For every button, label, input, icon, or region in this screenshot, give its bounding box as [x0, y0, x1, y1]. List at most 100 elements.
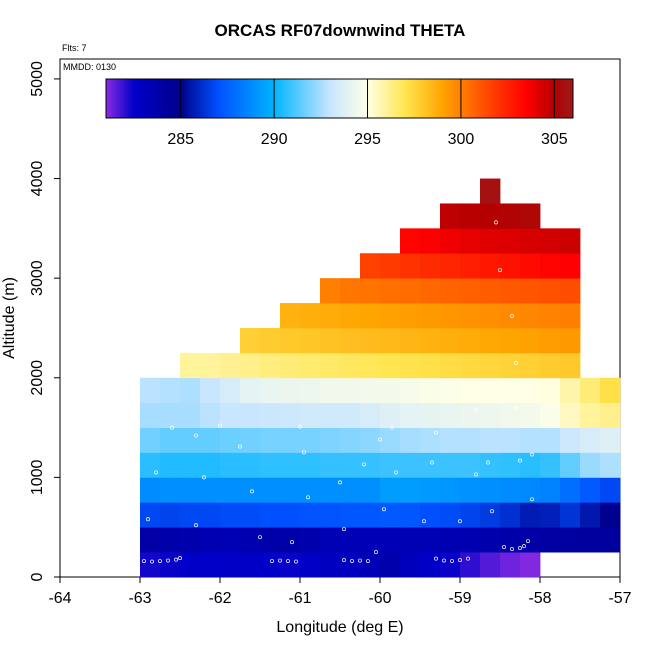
y-tick-label: 5000 [29, 61, 46, 97]
y-tick-label: 1000 [29, 459, 46, 495]
heatmap-cell [520, 278, 541, 304]
x-tick-label: -61 [288, 590, 311, 607]
heatmap-cell [420, 303, 441, 329]
heatmap-cell [340, 327, 361, 354]
heatmap-cell [460, 303, 481, 329]
heatmap-cell [200, 377, 221, 404]
heatmap-cell [520, 352, 541, 379]
heatmap-cell [600, 452, 621, 478]
heatmap-cell [260, 377, 281, 404]
heatmap-cell [240, 352, 261, 379]
heatmap-cell [420, 527, 441, 553]
colorbar-tick-label: 295 [354, 131, 381, 148]
heatmap-cell [600, 477, 621, 503]
heatmap-cell [400, 377, 421, 404]
flights-label: Flts: 7 [62, 43, 87, 53]
heatmap-cell [480, 278, 501, 304]
heatmap-cell [440, 377, 461, 404]
heatmap-cell [320, 477, 341, 503]
y-tick-label: 0 [29, 572, 46, 581]
heatmap-cells [140, 178, 621, 578]
heatmap-cell [200, 502, 221, 528]
heatmap-cell [240, 477, 261, 503]
heatmap-cell [440, 253, 461, 279]
heatmap-cell [340, 502, 361, 528]
heatmap-cell [360, 278, 381, 304]
heatmap-cell [480, 303, 501, 329]
heatmap-cell [280, 352, 301, 379]
heatmap-cell [600, 402, 621, 428]
heatmap-cell [380, 527, 401, 553]
y-axis-label: Altitude (m) [1, 277, 18, 359]
heatmap-cell [600, 427, 621, 453]
heatmap-cell [440, 552, 461, 578]
heatmap-cell [580, 502, 601, 528]
heatmap-cell [480, 352, 501, 379]
heatmap-cell [600, 527, 621, 553]
heatmap-cell [420, 502, 441, 528]
heatmap-cell [300, 352, 321, 379]
heatmap-cell [200, 352, 221, 379]
heatmap-cell [380, 327, 401, 354]
heatmap-cell [300, 303, 321, 329]
heatmap-cell [260, 502, 281, 528]
heatmap-cell [440, 477, 461, 503]
heatmap-cell [580, 477, 601, 503]
sample-point [494, 220, 498, 225]
heatmap-cell [160, 552, 181, 578]
heatmap-cell [300, 327, 321, 354]
heatmap-cell [460, 253, 481, 279]
sample-point [298, 424, 302, 429]
sample-point [238, 444, 242, 449]
sample-point [518, 458, 522, 463]
heatmap-cell [500, 452, 521, 478]
heatmap-cell [220, 352, 241, 379]
sample-point [514, 360, 518, 365]
sample-point [270, 559, 274, 564]
heatmap-cell [340, 377, 361, 404]
heatmap-cell [320, 527, 341, 553]
sample-point [146, 517, 150, 522]
heatmap-cell [280, 552, 301, 578]
heatmap-cell [280, 377, 301, 404]
heatmap-cell [460, 402, 481, 428]
heatmap-cell [180, 452, 201, 478]
x-tick-label: -63 [128, 590, 151, 607]
colorbar-tick-label: 305 [541, 131, 568, 148]
heatmap-cell [520, 452, 541, 478]
heatmap-cell [360, 327, 381, 354]
heatmap-cell [480, 203, 501, 229]
colorbar: 285 290 295 300 305 [105, 78, 574, 148]
heatmap-cell [160, 402, 181, 428]
sample-point [518, 546, 522, 551]
sample-point [218, 423, 222, 428]
sample-point [510, 547, 514, 552]
heatmap-cell [380, 278, 401, 304]
heatmap-cell [260, 452, 281, 478]
heatmap-cell [340, 527, 361, 553]
heatmap-cell [160, 477, 181, 503]
heatmap-cell [540, 253, 561, 279]
heatmap-cell [320, 427, 341, 453]
heatmap-cell [420, 377, 441, 404]
heatmap-cell [340, 278, 361, 304]
heatmap-cell [540, 402, 561, 428]
heatmap-cell [240, 327, 261, 354]
heatmap-cell [280, 303, 301, 329]
sample-point [154, 470, 158, 475]
heatmap-cell [440, 203, 461, 229]
heatmap-cell [440, 452, 461, 478]
x-tick-label: -60 [368, 590, 391, 607]
heatmap-cell [300, 402, 321, 428]
heatmap-cell [460, 203, 481, 229]
heatmap-cell [340, 552, 361, 578]
heatmap-cell [360, 452, 381, 478]
heatmap-cell [380, 427, 401, 453]
heatmap-cell [380, 477, 401, 503]
sample-point [490, 509, 494, 514]
heatmap-cell [380, 552, 401, 578]
heatmap-cell [140, 502, 161, 528]
sample-point [474, 407, 478, 412]
x-axis-label: Longitude (deg E) [276, 619, 403, 636]
sample-point [514, 405, 518, 410]
